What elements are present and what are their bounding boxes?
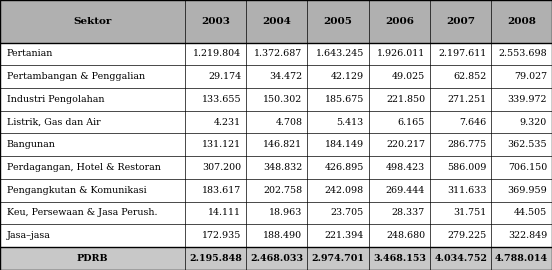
- Text: 307.200: 307.200: [202, 163, 241, 172]
- Text: Pertambangan & Penggalian: Pertambangan & Penggalian: [7, 72, 145, 81]
- Text: 221.850: 221.850: [386, 95, 425, 104]
- Text: 133.655: 133.655: [201, 95, 241, 104]
- Text: 220.217: 220.217: [386, 140, 425, 149]
- Text: 184.149: 184.149: [325, 140, 364, 149]
- Text: 14.111: 14.111: [208, 208, 241, 217]
- Bar: [369, 0, 430, 42]
- Text: 2.974.701: 2.974.701: [311, 254, 365, 263]
- Bar: [491, 0, 552, 42]
- Text: 4.034.752: 4.034.752: [434, 254, 487, 263]
- Text: 4.708: 4.708: [275, 117, 302, 127]
- Text: 44.505: 44.505: [514, 208, 547, 217]
- Text: 185.675: 185.675: [325, 95, 364, 104]
- Bar: [369, 247, 430, 270]
- Text: 49.025: 49.025: [392, 72, 425, 81]
- Text: 34.472: 34.472: [269, 72, 302, 81]
- Text: 269.444: 269.444: [386, 186, 425, 195]
- Text: 221.394: 221.394: [325, 231, 364, 240]
- Text: 4.231: 4.231: [214, 117, 241, 127]
- Text: 42.129: 42.129: [331, 72, 364, 81]
- Text: 339.972: 339.972: [507, 95, 547, 104]
- Text: 248.680: 248.680: [386, 231, 425, 240]
- Text: 202.758: 202.758: [263, 186, 302, 195]
- Text: 2007: 2007: [446, 17, 475, 26]
- Text: 586.009: 586.009: [447, 163, 486, 172]
- Bar: [491, 247, 552, 270]
- Text: 62.852: 62.852: [453, 72, 486, 81]
- Text: 2005: 2005: [323, 17, 353, 26]
- Bar: [246, 247, 307, 270]
- Text: 706.150: 706.150: [508, 163, 547, 172]
- Text: Keu, Persewaan & Jasa Perush.: Keu, Persewaan & Jasa Perush.: [7, 208, 157, 217]
- Text: 369.959: 369.959: [507, 186, 547, 195]
- Text: 79.027: 79.027: [514, 72, 547, 81]
- Bar: [0, 247, 185, 270]
- Text: 29.174: 29.174: [208, 72, 241, 81]
- Text: 188.490: 188.490: [263, 231, 302, 240]
- Text: Bangunan: Bangunan: [7, 140, 56, 149]
- Text: 311.633: 311.633: [447, 186, 486, 195]
- Text: 1.643.245: 1.643.245: [315, 49, 364, 58]
- Text: 426.895: 426.895: [325, 163, 364, 172]
- Bar: [185, 247, 246, 270]
- Text: Industri Pengolahan: Industri Pengolahan: [7, 95, 104, 104]
- Text: 31.751: 31.751: [453, 208, 486, 217]
- Text: 23.705: 23.705: [331, 208, 364, 217]
- Text: 1.372.687: 1.372.687: [254, 49, 302, 58]
- Text: 183.617: 183.617: [202, 186, 241, 195]
- Text: 1.926.011: 1.926.011: [377, 49, 425, 58]
- Text: 279.225: 279.225: [447, 231, 486, 240]
- Text: 286.775: 286.775: [447, 140, 486, 149]
- Text: 172.935: 172.935: [202, 231, 241, 240]
- Text: 131.121: 131.121: [202, 140, 241, 149]
- Bar: [246, 0, 307, 42]
- Text: 7.646: 7.646: [459, 117, 486, 127]
- Text: 2003: 2003: [201, 17, 230, 26]
- Text: 6.165: 6.165: [397, 117, 425, 127]
- Text: 2.195.848: 2.195.848: [189, 254, 242, 263]
- Text: 348.832: 348.832: [263, 163, 302, 172]
- Text: 9.320: 9.320: [520, 117, 547, 127]
- Text: 498.423: 498.423: [386, 163, 425, 172]
- Bar: [430, 0, 491, 42]
- Text: PDRB: PDRB: [77, 254, 108, 263]
- Text: Perdagangan, Hotel & Restoran: Perdagangan, Hotel & Restoran: [7, 163, 161, 172]
- Text: Pertanian: Pertanian: [7, 49, 53, 58]
- Text: Pengangkutan & Komunikasi: Pengangkutan & Komunikasi: [7, 186, 146, 195]
- Text: Sektor: Sektor: [73, 17, 112, 26]
- Bar: [185, 0, 246, 42]
- Text: 5.413: 5.413: [337, 117, 364, 127]
- Text: 2006: 2006: [385, 17, 414, 26]
- Text: 1.219.804: 1.219.804: [193, 49, 241, 58]
- Text: 4.788.014: 4.788.014: [495, 254, 548, 263]
- Text: Jasa–jasa: Jasa–jasa: [7, 231, 50, 240]
- Text: 146.821: 146.821: [263, 140, 302, 149]
- Bar: [0, 0, 185, 42]
- Text: 2008: 2008: [507, 17, 536, 26]
- Text: 28.337: 28.337: [392, 208, 425, 217]
- Text: 150.302: 150.302: [263, 95, 302, 104]
- Text: 2.553.698: 2.553.698: [498, 49, 547, 58]
- Text: 362.535: 362.535: [507, 140, 547, 149]
- Text: Listrik, Gas dan Air: Listrik, Gas dan Air: [7, 117, 100, 127]
- Bar: [307, 0, 369, 42]
- Text: 271.251: 271.251: [447, 95, 486, 104]
- Text: 2004: 2004: [262, 17, 291, 26]
- Bar: [430, 247, 491, 270]
- Text: 242.098: 242.098: [325, 186, 364, 195]
- Bar: [307, 247, 369, 270]
- Text: 18.963: 18.963: [269, 208, 302, 217]
- Text: 2.468.033: 2.468.033: [250, 254, 304, 263]
- Text: 3.468.153: 3.468.153: [373, 254, 426, 263]
- Text: 2.197.611: 2.197.611: [438, 49, 486, 58]
- Text: 322.849: 322.849: [508, 231, 547, 240]
